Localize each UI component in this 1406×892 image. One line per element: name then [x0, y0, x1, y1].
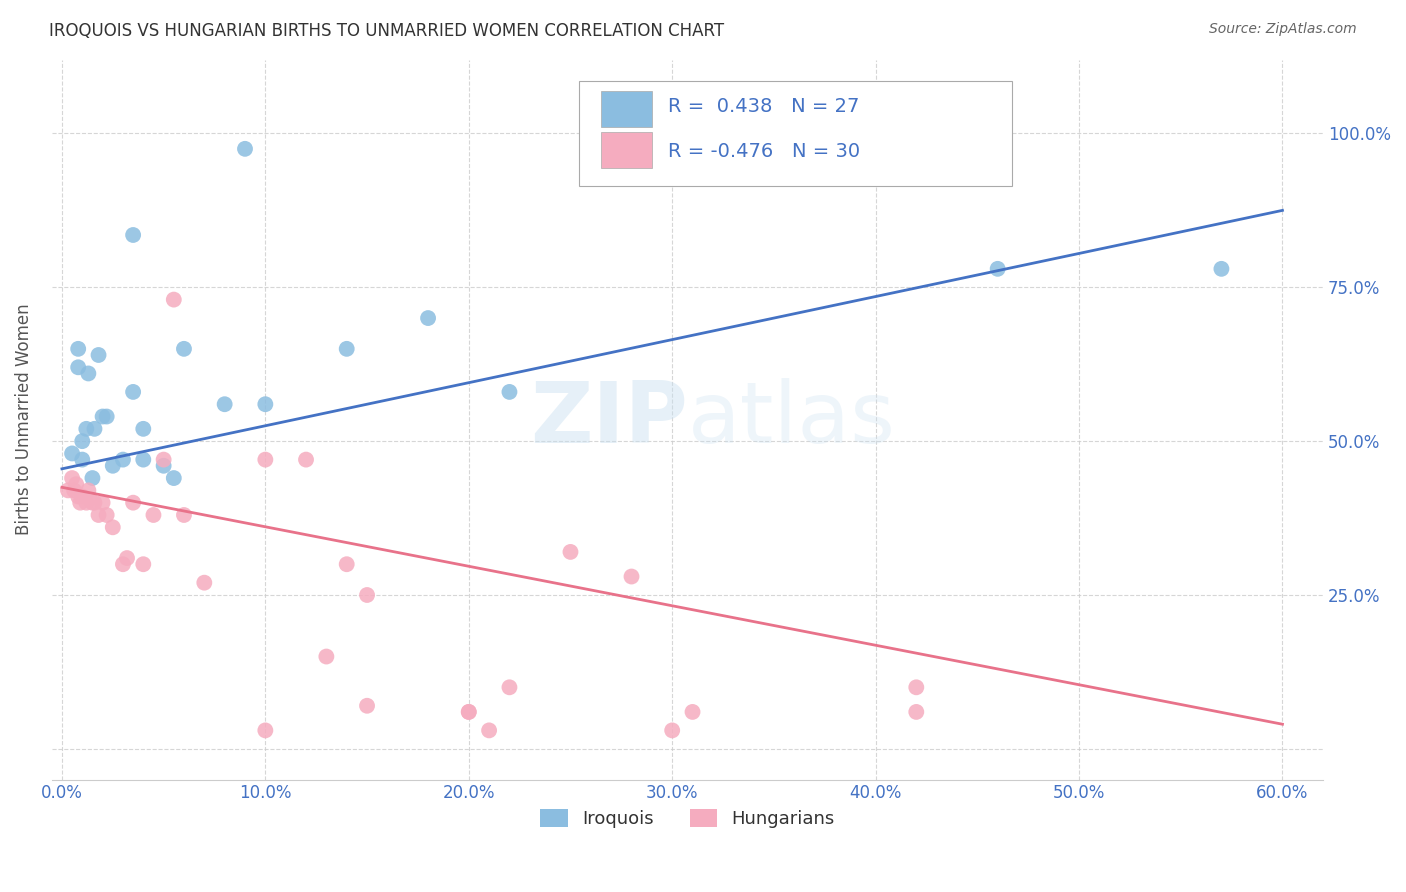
Point [661, 723, 683, 738]
Text: IROQUOIS VS HUNGARIAN BIRTHS TO UNMARRIED WOMEN CORRELATION CHART: IROQUOIS VS HUNGARIAN BIRTHS TO UNMARRIE… [49, 22, 724, 40]
Point [87, 508, 110, 522]
Point [163, 293, 186, 307]
Point [336, 558, 359, 572]
Point [457, 705, 479, 719]
Point [498, 681, 520, 695]
Point [101, 458, 124, 473]
Point [122, 496, 145, 510]
Point [315, 649, 337, 664]
Point [67, 342, 90, 356]
Point [457, 705, 479, 719]
Point [83, 496, 105, 510]
Point [87, 348, 110, 362]
Point [75, 422, 97, 436]
Point [77, 483, 100, 498]
Point [67, 360, 90, 375]
Point [478, 723, 501, 738]
Point [91, 496, 114, 510]
Point [132, 452, 155, 467]
Point [233, 142, 256, 156]
Point [254, 723, 277, 738]
Point [152, 458, 174, 473]
Point [416, 311, 439, 326]
Y-axis label: Births to Unmarried Women: Births to Unmarried Women [15, 304, 32, 535]
Point [682, 705, 704, 719]
Point [72, 452, 94, 467]
Point [72, 490, 94, 504]
Point [163, 471, 186, 485]
Point [620, 569, 643, 583]
Point [254, 452, 277, 467]
Point [214, 397, 236, 411]
Point [173, 508, 195, 522]
Point [83, 422, 105, 436]
Point [254, 397, 277, 411]
Point [96, 508, 118, 522]
Text: R =  0.438   N = 27: R = 0.438 N = 27 [668, 97, 859, 116]
Text: R = -0.476   N = 30: R = -0.476 N = 30 [668, 142, 860, 161]
Point [498, 384, 520, 399]
Point [65, 477, 87, 491]
Point [60, 446, 83, 460]
Point [69, 496, 91, 510]
Point [905, 705, 928, 719]
Point [67, 490, 90, 504]
Text: atlas: atlas [688, 378, 896, 461]
Point [101, 520, 124, 534]
Point [122, 227, 145, 242]
Point [75, 496, 97, 510]
Point [905, 681, 928, 695]
Point [63, 483, 86, 498]
Point [77, 367, 100, 381]
Point [560, 545, 582, 559]
Point [152, 452, 174, 467]
Point [72, 434, 94, 449]
Point [295, 452, 318, 467]
Point [356, 588, 378, 602]
FancyBboxPatch shape [600, 91, 652, 127]
Point [132, 558, 155, 572]
Point [60, 471, 83, 485]
FancyBboxPatch shape [600, 132, 652, 168]
Point [91, 409, 114, 424]
Point [82, 471, 104, 485]
Point [111, 558, 134, 572]
Point [1211, 261, 1233, 276]
Point [56, 483, 79, 498]
Point [132, 422, 155, 436]
FancyBboxPatch shape [579, 81, 1012, 186]
Legend: Iroquois, Hungarians: Iroquois, Hungarians [533, 802, 842, 836]
Point [173, 342, 195, 356]
Text: Source: ZipAtlas.com: Source: ZipAtlas.com [1209, 22, 1357, 37]
Point [122, 384, 145, 399]
Point [336, 342, 359, 356]
Point [82, 496, 104, 510]
Point [142, 508, 165, 522]
Text: ZIP: ZIP [530, 378, 688, 461]
Point [356, 698, 378, 713]
Point [987, 261, 1010, 276]
Point [193, 575, 215, 590]
Point [115, 551, 138, 566]
Point [111, 452, 134, 467]
Point [96, 409, 118, 424]
